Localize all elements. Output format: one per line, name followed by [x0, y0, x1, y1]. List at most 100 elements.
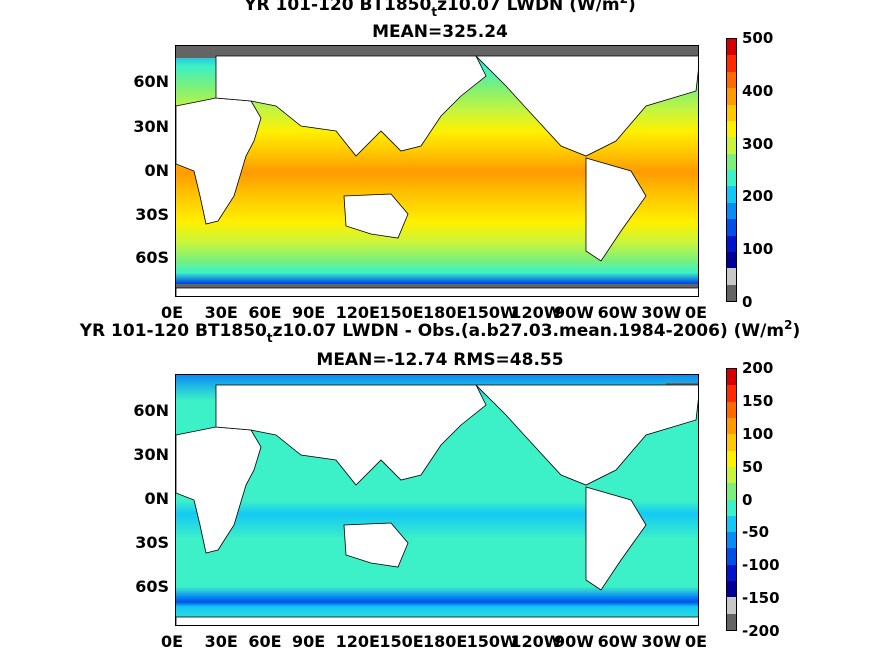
panel1-map-canvas: [176, 46, 698, 296]
panel2-colorbar-segment: [727, 466, 736, 484]
panel2-map-canvas: [176, 375, 698, 625]
panel2-lon-label: 0E: [161, 632, 184, 651]
panel1-lat-0n: 0N: [144, 161, 169, 180]
panel2-subtitle: MEAN=-12.74 RMS=48.55: [316, 350, 564, 370]
panel1-colorbar: [726, 38, 737, 302]
panel2-colorbar-segment: [727, 369, 736, 386]
panel1-colorbar-segment: [727, 39, 736, 56]
panel1-lon-label: 150W: [466, 303, 518, 322]
panel1-colorbar-segment: [727, 88, 736, 105]
panel2-colorbar-segment: [727, 450, 736, 467]
panel2-colorbar-segment: [727, 548, 736, 565]
panel1-colorbar-segment: [727, 251, 736, 269]
panel2-lat-30n: 30N: [133, 445, 169, 464]
panel2-colorbar-segment: [727, 597, 736, 614]
panel1-lon-label: 60E: [248, 303, 282, 322]
panel1-colorbar-segment: [727, 186, 736, 203]
panel2-colorbar-tick-label: 100: [742, 424, 774, 443]
panel2-lon-label: 120E: [335, 632, 380, 651]
panel2-colorbar-segment: [727, 613, 736, 630]
panel2-colorbar-segment: [727, 581, 736, 598]
panel1-colorbar-segment: [727, 170, 736, 187]
panel1-colorbar-tick-label: 0: [742, 293, 753, 311]
panel1-lon-label: 180E: [423, 303, 468, 322]
panel2-title-suffix: z10.07 LWDN - Obs.(a.b27.03.mean.1984-20…: [272, 321, 785, 341]
panel2-title-sub: t: [266, 331, 273, 345]
panel2-lon-label: 120W: [510, 632, 562, 651]
panel1-lon-label: 90W: [554, 303, 594, 322]
panel1-lon-label: 150E: [379, 303, 424, 322]
panel2-colorbar-tick-label: 200: [742, 359, 774, 377]
panel2-colorbar-segment: [727, 499, 736, 516]
panel1-lon-label: 120E: [335, 303, 380, 322]
panel1-arctic-ice: [176, 46, 698, 58]
panel1-lat-30s: 30S: [135, 205, 169, 224]
panel1-colorbar-segment: [727, 219, 736, 236]
panel2-colorbar-tick-label: -50: [742, 523, 770, 542]
panel2-lon-label: 60W: [597, 632, 638, 651]
panel2-lat-60s: 60S: [135, 577, 169, 596]
panel2-lat-0n: 0N: [144, 489, 169, 508]
panel2-colorbar: [726, 368, 737, 631]
panel2-title-prefix: YR 101-120 BT1850: [79, 321, 267, 341]
panel2-title-sup: 2: [784, 318, 793, 332]
panel2-continents: [176, 384, 698, 625]
panel2-lat-60n: 60N: [133, 401, 169, 420]
panel1-lon-label: 120W: [510, 303, 562, 322]
panel1-colorbar-segment: [727, 120, 736, 138]
panel2-colorbar-segment: [727, 417, 736, 435]
panel1-colorbar-segment: [727, 137, 736, 154]
panel1-title-close: ): [628, 0, 636, 15]
panel1-colorbar-tick-label: 500: [742, 29, 774, 47]
panel1-lon-label: 30W: [641, 303, 682, 322]
panel2-lon-label: 180E: [423, 632, 468, 651]
panel1-lat-30n: 30N: [133, 117, 169, 136]
panel2-title-close: ): [792, 321, 801, 341]
panel1-lon-label: 30E: [204, 303, 238, 322]
panel2-lon-label: 0E: [685, 632, 708, 651]
panel2-lon-label: 150W: [466, 632, 518, 651]
panel2-lon-label: 150E: [379, 632, 424, 651]
panel1-colorbar-segment: [727, 268, 736, 285]
panel2-lon-label: 90W: [554, 632, 594, 651]
panel2-colorbar-segment: [727, 434, 736, 451]
panel2-colorbar-tick-label: -150: [742, 589, 780, 608]
panel1-lat-60n: 60N: [133, 72, 169, 91]
panel2-lon-label: 30W: [641, 632, 682, 651]
panel1-colorbar-segment: [727, 55, 736, 72]
panel2-colorbar-tick-label: 50: [742, 457, 763, 476]
panel1-colorbar-tick-label: 400: [742, 81, 774, 100]
panel2-lon-label: 60E: [248, 632, 282, 651]
panel1-lon-label: 0E: [161, 303, 184, 322]
panel1-title-sup: 2: [620, 0, 628, 6]
panel1-colorbar-segment: [727, 284, 736, 301]
panel2-lon-label: 30E: [204, 632, 238, 651]
panel1-colorbar-segment: [727, 153, 736, 170]
panel1-lon-label: 90E: [292, 303, 326, 322]
panel2-colorbar-tick-label: -200: [742, 622, 780, 640]
panel1-lon-label: 0E: [685, 303, 708, 322]
panel1-colorbar-segment: [727, 202, 736, 220]
panel2-colorbar-segment: [727, 483, 736, 500]
panel2-colorbar-tick-label: 150: [742, 391, 774, 410]
panel1-map: [175, 45, 699, 297]
panel2-colorbar-tick-label: -100: [742, 556, 780, 575]
panel1-title: YR 101-120 BT1850tz10.07 LWDN (W/m2): [150, 0, 730, 19]
panel1-title-prefix: YR 101-120 BT1850: [244, 0, 432, 15]
panel1-subtitle: MEAN=325.24: [372, 22, 508, 42]
panel2-colorbar-segment: [727, 532, 736, 549]
panel1-title-suffix: z10.07 LWDN (W/m: [437, 0, 620, 15]
panel2-colorbar-segment: [727, 385, 736, 402]
panel2-colorbar-segment: [727, 515, 736, 533]
panel1-colorbar-tick-label: 100: [742, 240, 774, 259]
panel1-colorbar-tick-label: 200: [742, 187, 774, 206]
panel1-colorbar-segment: [727, 104, 736, 121]
panel1-continents: [176, 55, 698, 296]
panel2-colorbar-segment: [727, 401, 736, 418]
panel1-colorbar-segment: [727, 235, 736, 252]
panel2-title: YR 101-120 BT1850tz10.07 LWDN - Obs.(a.b…: [40, 318, 840, 345]
panel1-lon-label: 60W: [597, 303, 638, 322]
panel1-lat-60s: 60S: [135, 248, 169, 267]
panel1-colorbar-segment: [727, 71, 736, 89]
panel1-title-sub: t: [431, 5, 438, 19]
